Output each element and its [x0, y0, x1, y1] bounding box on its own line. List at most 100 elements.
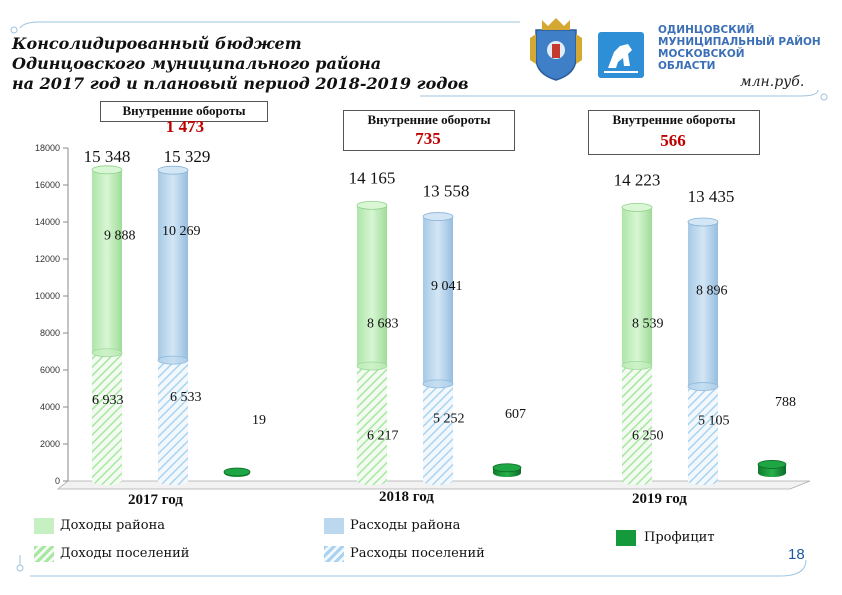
expense-boundary-cap-2019: [687, 382, 719, 391]
income-settlement-bar-2018: [357, 365, 387, 485]
y-tick-label: 6000: [40, 365, 60, 375]
income-total-label-2019: 14 223: [614, 170, 661, 189]
internal-turnover-value-2017: 1 473: [165, 117, 205, 136]
y-tick-label: 2000: [40, 439, 60, 449]
expense-boundary-cap-2018: [422, 379, 454, 389]
expense-district-label-2018: 9 041: [431, 279, 463, 294]
y-tick-label: 12000: [35, 254, 60, 264]
income-total-label-2018: 14 165: [349, 168, 396, 187]
income-top-cap-2018: [356, 200, 388, 210]
income-top-cap-2017: [91, 165, 123, 175]
legend-swatch-settlement-expense: [324, 546, 344, 562]
district-logo-icon: [598, 32, 644, 78]
income-settlement-bar-2019: [622, 365, 652, 485]
legend-swatch-surplus: [616, 530, 636, 546]
expense-district-bar-2017: [158, 170, 188, 365]
internal-turnover-box-2018: Внутренние обороты: [343, 110, 515, 151]
org-line-1: ОДИНЦОВСКИЙ: [658, 24, 755, 36]
legend-swatch-district-income: [34, 518, 54, 534]
income-settlement-bar-2017: [92, 352, 122, 485]
legend-label-district-income: Доходы района: [60, 518, 166, 533]
expense-district-bar-2018-body: [423, 216, 453, 388]
legend-label-settlement-expense: Расходы поселений: [350, 546, 485, 561]
surplus-label-2017: 19: [252, 413, 266, 428]
y-tick-label: 8000: [40, 328, 60, 338]
income-top-cap-2019: [621, 203, 653, 212]
expense-settlement-bar-2019-body: [688, 386, 718, 485]
org-line-3: МОСКОВСКОЙ: [658, 48, 745, 60]
income-settlement-bar-2018-body: [357, 365, 387, 485]
expense-settlement-bar-2018: [423, 383, 453, 485]
income-district-label-2017: 9 888: [104, 228, 136, 243]
page-number: 18: [788, 546, 805, 563]
income-boundary-cap-2019: [621, 360, 653, 370]
expense-district-bar-2018: [423, 216, 453, 388]
expense-settlement-label-2017: 6 533: [170, 390, 202, 405]
organization-name: ОДИНЦОВСКИЙ МУНИЦИПАЛЬНЫЙ РАЙОН МОСКОВСК…: [658, 24, 821, 72]
income-district-bar-2017: [92, 169, 122, 357]
income-district-bar-2018: [357, 205, 387, 370]
surplus-label-2018: 607: [505, 407, 526, 422]
y-tick-label: 4000: [40, 402, 60, 412]
expense-district-bar-2019-body: [688, 221, 718, 391]
y-tick-label: 18000: [35, 143, 60, 153]
expense-total-label-2018: 13 558: [423, 182, 470, 201]
surplus-top-cap-2018: [492, 463, 522, 473]
legend-swatch-district-expense: [324, 518, 344, 534]
internal-turnover-value-2018: 735: [415, 129, 441, 148]
expense-settlement-bar-2017-body: [158, 360, 188, 485]
expense-boundary-cap-2017: [157, 355, 189, 365]
chart-floor: [56, 480, 811, 490]
title-line-3: на 2017 год и плановый период 2018-2019 …: [12, 74, 469, 93]
income-boundary-cap-2017: [91, 348, 123, 358]
expense-top-cap-2017: [157, 165, 189, 175]
category-label-2017: 2017 год: [128, 492, 183, 508]
expense-settlement-bar-2017: [158, 360, 188, 485]
income-settlement-label-2017: 6 933: [92, 393, 124, 408]
expense-total-label-2019: 13 435: [688, 187, 735, 206]
expense-settlement-label-2019: 5 105: [698, 413, 730, 428]
income-settlement-label-2018: 6 217: [367, 429, 399, 444]
income-district-bar-2019: [622, 207, 652, 370]
income-district-bar-2018-body: [357, 205, 387, 370]
title-line-1: Консолидированный бюджет: [12, 34, 302, 53]
expense-settlement-bar-2019: [688, 386, 718, 485]
legend-label-district-expense: Расходы района: [350, 518, 461, 533]
legend-swatch-settlement-income: [34, 546, 54, 562]
expense-district-bar-2019: [688, 221, 718, 391]
expense-settlement-bar-2018-body: [423, 383, 453, 485]
expense-top-cap-2019: [687, 217, 719, 227]
y-tick-label: 16000: [35, 180, 60, 190]
expense-district-label-2017: 10 269: [162, 224, 201, 239]
org-line-2: МУНИЦИПАЛЬНЫЙ РАЙОН: [658, 36, 821, 48]
surplus-top-cap-2017: [223, 467, 251, 477]
unit-label: млн.руб.: [740, 74, 805, 90]
income-district-bar-2017-body: [92, 169, 122, 357]
internal-turnover-box-2019: Внутренние обороты: [588, 110, 760, 155]
title-line-2: Одинцовского муниципального района: [12, 54, 382, 73]
expense-top-cap-2018: [422, 212, 454, 221]
page-title: Консолидированный бюджет Одинцовского му…: [12, 34, 469, 94]
expense-district-bar-2017-body: [158, 170, 188, 365]
income-district-bar-2019-body: [622, 207, 652, 370]
y-tick-label: 10000: [35, 291, 60, 301]
income-district-label-2019: 8 539: [632, 316, 664, 331]
income-district-label-2018: 8 683: [367, 316, 399, 331]
legend-label-surplus: Профицит: [644, 530, 715, 545]
expense-total-label-2017: 15 329: [164, 147, 211, 166]
income-total-label-2017: 15 348: [84, 147, 131, 166]
expense-settlement-label-2018: 5 252: [433, 412, 465, 427]
internal-turnover-box-2017: Внутренние обороты: [100, 101, 268, 122]
category-label-2019: 2019 год: [632, 491, 687, 507]
surplus-label-2019: 788: [775, 395, 796, 410]
income-settlement-bar-2017-body: [92, 352, 122, 485]
coat-of-arms-icon: [530, 18, 582, 81]
y-tick-label: 14000: [35, 217, 60, 227]
income-boundary-cap-2018: [356, 361, 388, 371]
surplus-top-cap-2019: [757, 460, 787, 469]
y-tick-label: 0: [55, 476, 60, 486]
income-settlement-label-2019: 6 250: [632, 428, 664, 443]
legend-label-settlement-income: Доходы поселений: [60, 546, 190, 561]
